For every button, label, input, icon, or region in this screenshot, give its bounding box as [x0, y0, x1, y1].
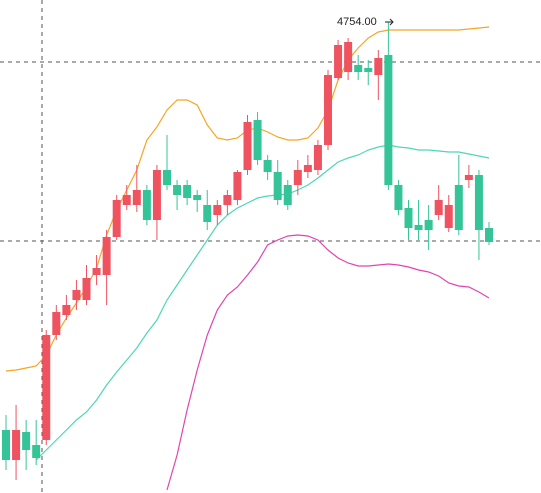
band-line [166, 234, 490, 491]
candle-body [354, 65, 363, 72]
candle-body [283, 185, 292, 205]
candle-body [374, 58, 383, 75]
candle-body [183, 185, 192, 198]
candle-body [313, 145, 322, 170]
candle-body [193, 195, 202, 200]
annotation-arrow [385, 18, 394, 26]
candle-body [22, 432, 31, 450]
candle-body [243, 122, 252, 170]
candle-body [12, 430, 21, 460]
candle-body [273, 172, 282, 200]
candle-body [464, 175, 473, 180]
candle-body [72, 290, 81, 300]
candle-body [2, 430, 10, 460]
candle-body [474, 175, 483, 230]
candle-body [132, 190, 141, 205]
candle-body [102, 237, 111, 275]
candle-body [82, 278, 91, 300]
candle-body [173, 185, 182, 195]
candle-body [454, 185, 463, 230]
candle-body [253, 120, 262, 160]
candle-body [32, 445, 41, 458]
candle-body [293, 170, 302, 185]
candle-body [404, 208, 413, 228]
candle-body [364, 68, 373, 72]
candle-body [324, 75, 332, 145]
candle-body [303, 165, 312, 172]
candle-body [485, 228, 493, 242]
candle-body [424, 220, 433, 230]
candle-body [384, 55, 393, 185]
band-line [5, 26, 490, 372]
candle-body [163, 170, 171, 185]
candle-body [434, 200, 443, 215]
plot [2, 22, 493, 491]
candle-body [122, 195, 131, 205]
candle-body [233, 172, 242, 200]
candle-body [152, 170, 161, 220]
candle-body [203, 205, 212, 222]
candle-body [92, 268, 101, 275]
candle-body [444, 205, 453, 228]
candle-body [42, 335, 51, 440]
candle-body [112, 200, 121, 237]
candle-body [52, 312, 61, 335]
candle-body [263, 160, 272, 172]
candle-body [223, 195, 232, 205]
candle-body [394, 185, 403, 210]
candle-body [344, 42, 353, 72]
candle-body [334, 45, 343, 78]
annotation: 4754.00 [337, 16, 377, 28]
candle-body [142, 190, 151, 220]
candle-body [414, 225, 423, 230]
band-line [35, 144, 490, 461]
candle-body [62, 305, 71, 315]
candle-body [213, 205, 222, 215]
